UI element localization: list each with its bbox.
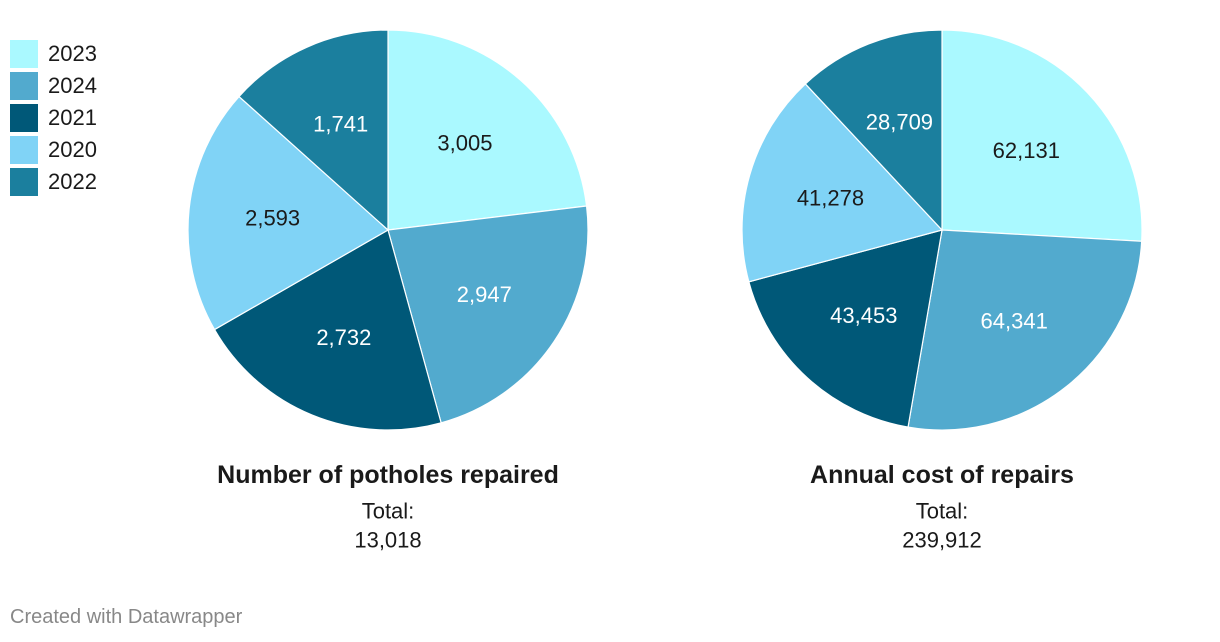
pie-slice-2022[interactable] — [804, 29, 943, 232]
total-label: Total: — [362, 499, 415, 524]
legend-label: 2022 — [48, 169, 97, 194]
legend-item-2021: 2021 — [10, 102, 97, 134]
legend-label: 2020 — [48, 137, 97, 162]
legend-swatch — [10, 136, 38, 164]
chart-title: Annual cost of repairs — [810, 461, 1074, 489]
pie-slice-2021[interactable] — [213, 229, 442, 431]
legend-label: 2023 — [48, 41, 97, 66]
pie-chart-1: 3,005 2,947 2,732 2,593 1,741 — [187, 29, 589, 431]
legend: 2023 2024 2021 2020 2022 — [10, 38, 97, 198]
slice-value-label: 43,453 — [830, 303, 897, 328]
pie-slice-2020[interactable] — [741, 83, 944, 283]
legend-item-2022: 2022 — [10, 166, 97, 198]
total-value: 13,018 — [354, 528, 421, 553]
chart-title: Number of potholes repaired — [217, 461, 559, 489]
legend-item-2024: 2024 — [10, 70, 97, 102]
pie-slice-2024[interactable] — [387, 205, 589, 424]
legend-swatch — [10, 104, 38, 132]
legend-swatch — [10, 72, 38, 100]
slice-value-label: 62,131 — [993, 138, 1060, 163]
total-value: 239,912 — [902, 528, 982, 553]
legend-swatch — [10, 168, 38, 196]
total-label: Total: — [916, 499, 969, 524]
legend-item-2020: 2020 — [10, 134, 97, 166]
slice-value-label: 2,732 — [316, 325, 371, 350]
slice-value-label: 3,005 — [437, 131, 492, 156]
pie-slice-2023[interactable] — [941, 29, 1143, 242]
pie-slice-2023[interactable] — [387, 29, 588, 231]
slice-value-label: 64,341 — [981, 308, 1048, 333]
pie-chart-2: 62,131 64,341 43,453 41,278 28,709 — [741, 29, 1143, 431]
slice-value-label: 41,278 — [797, 186, 864, 211]
legend-label: 2021 — [48, 105, 97, 130]
pie-slice-2024[interactable] — [907, 229, 1143, 431]
pie-slice-2022[interactable] — [238, 29, 389, 232]
pie-slice-2020[interactable] — [187, 95, 390, 331]
slice-value-label: 1,741 — [313, 112, 368, 137]
slice-value-label: 28,709 — [866, 110, 933, 135]
legend-item-2023: 2023 — [10, 38, 97, 70]
legend-label: 2024 — [48, 73, 97, 98]
footer-credit[interactable]: Created with Datawrapper — [10, 606, 243, 628]
slice-value-label: 2,947 — [457, 282, 512, 307]
slice-value-label: 2,593 — [245, 205, 300, 230]
legend-swatch — [10, 40, 38, 68]
pie-slice-2021[interactable] — [748, 229, 943, 428]
pie-charts: 3,005 2,947 2,732 2,593 1,741 Number of potho… — [187, 29, 1143, 553]
